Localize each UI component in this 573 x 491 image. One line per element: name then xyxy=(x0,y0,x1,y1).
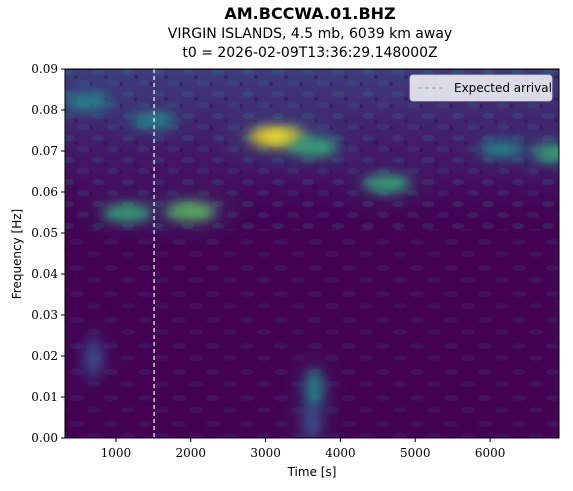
y-tick-label: 0.07 xyxy=(31,144,58,158)
legend-label-expected-arrival: Expected arrival xyxy=(454,81,552,95)
y-tick-label: 0.01 xyxy=(31,390,58,404)
x-tick-label: 3000 xyxy=(250,446,281,460)
y-tick-label: 0.05 xyxy=(31,226,58,240)
y-tick-label: 0.04 xyxy=(31,267,58,281)
x-tick-label: 2000 xyxy=(175,446,206,460)
heatmap-hotspots xyxy=(65,86,559,438)
hotspot-10 xyxy=(303,402,321,438)
x-tick-label: 5000 xyxy=(400,446,431,460)
y-tick-label: 0.03 xyxy=(31,308,58,322)
x-tick-label: 1000 xyxy=(101,446,132,460)
chart-title: AM.BCCWA.01.BHZ xyxy=(224,4,396,23)
x-tick-label: 4000 xyxy=(325,446,356,460)
plot-frame xyxy=(64,68,560,439)
legend: Expected arrival xyxy=(409,74,553,102)
hotspot-2 xyxy=(103,204,152,222)
heatmap-area xyxy=(65,69,559,438)
x-axis-label: Time [s] xyxy=(287,465,337,479)
y-tick-label: 0.09 xyxy=(31,62,58,76)
hotspot-7 xyxy=(130,111,176,129)
hotspot-6 xyxy=(65,93,111,111)
y-tick-label: 0.08 xyxy=(31,103,58,117)
hotspot-8 xyxy=(478,140,524,158)
x-tick-label: 6000 xyxy=(475,446,506,460)
hotspot-11 xyxy=(84,338,103,379)
chart-subtitle: VIRGIN ISLANDS, 4.5 mb, 6039 km away xyxy=(167,26,453,42)
hotspot-3 xyxy=(290,138,339,156)
x-axis: 1000 2000 3000 4000 5000 6000 xyxy=(101,438,506,460)
y-tick-label: 0.00 xyxy=(31,431,58,445)
chart-start-time: t0 = 2026-02-09T13:36:29.148000Z xyxy=(182,45,438,61)
y-axis-label: Frequency [Hz] xyxy=(10,209,24,300)
y-tick-label: 0.02 xyxy=(31,349,58,363)
hotspot-4 xyxy=(363,175,411,193)
y-tick-label: 0.06 xyxy=(31,185,58,199)
legend-box xyxy=(409,74,553,102)
y-axis: 0.00 0.01 0.02 0.03 0.04 0.05 0.06 0.07 0.08 0.09 xyxy=(31,62,65,445)
hotspot-1 xyxy=(165,202,217,221)
